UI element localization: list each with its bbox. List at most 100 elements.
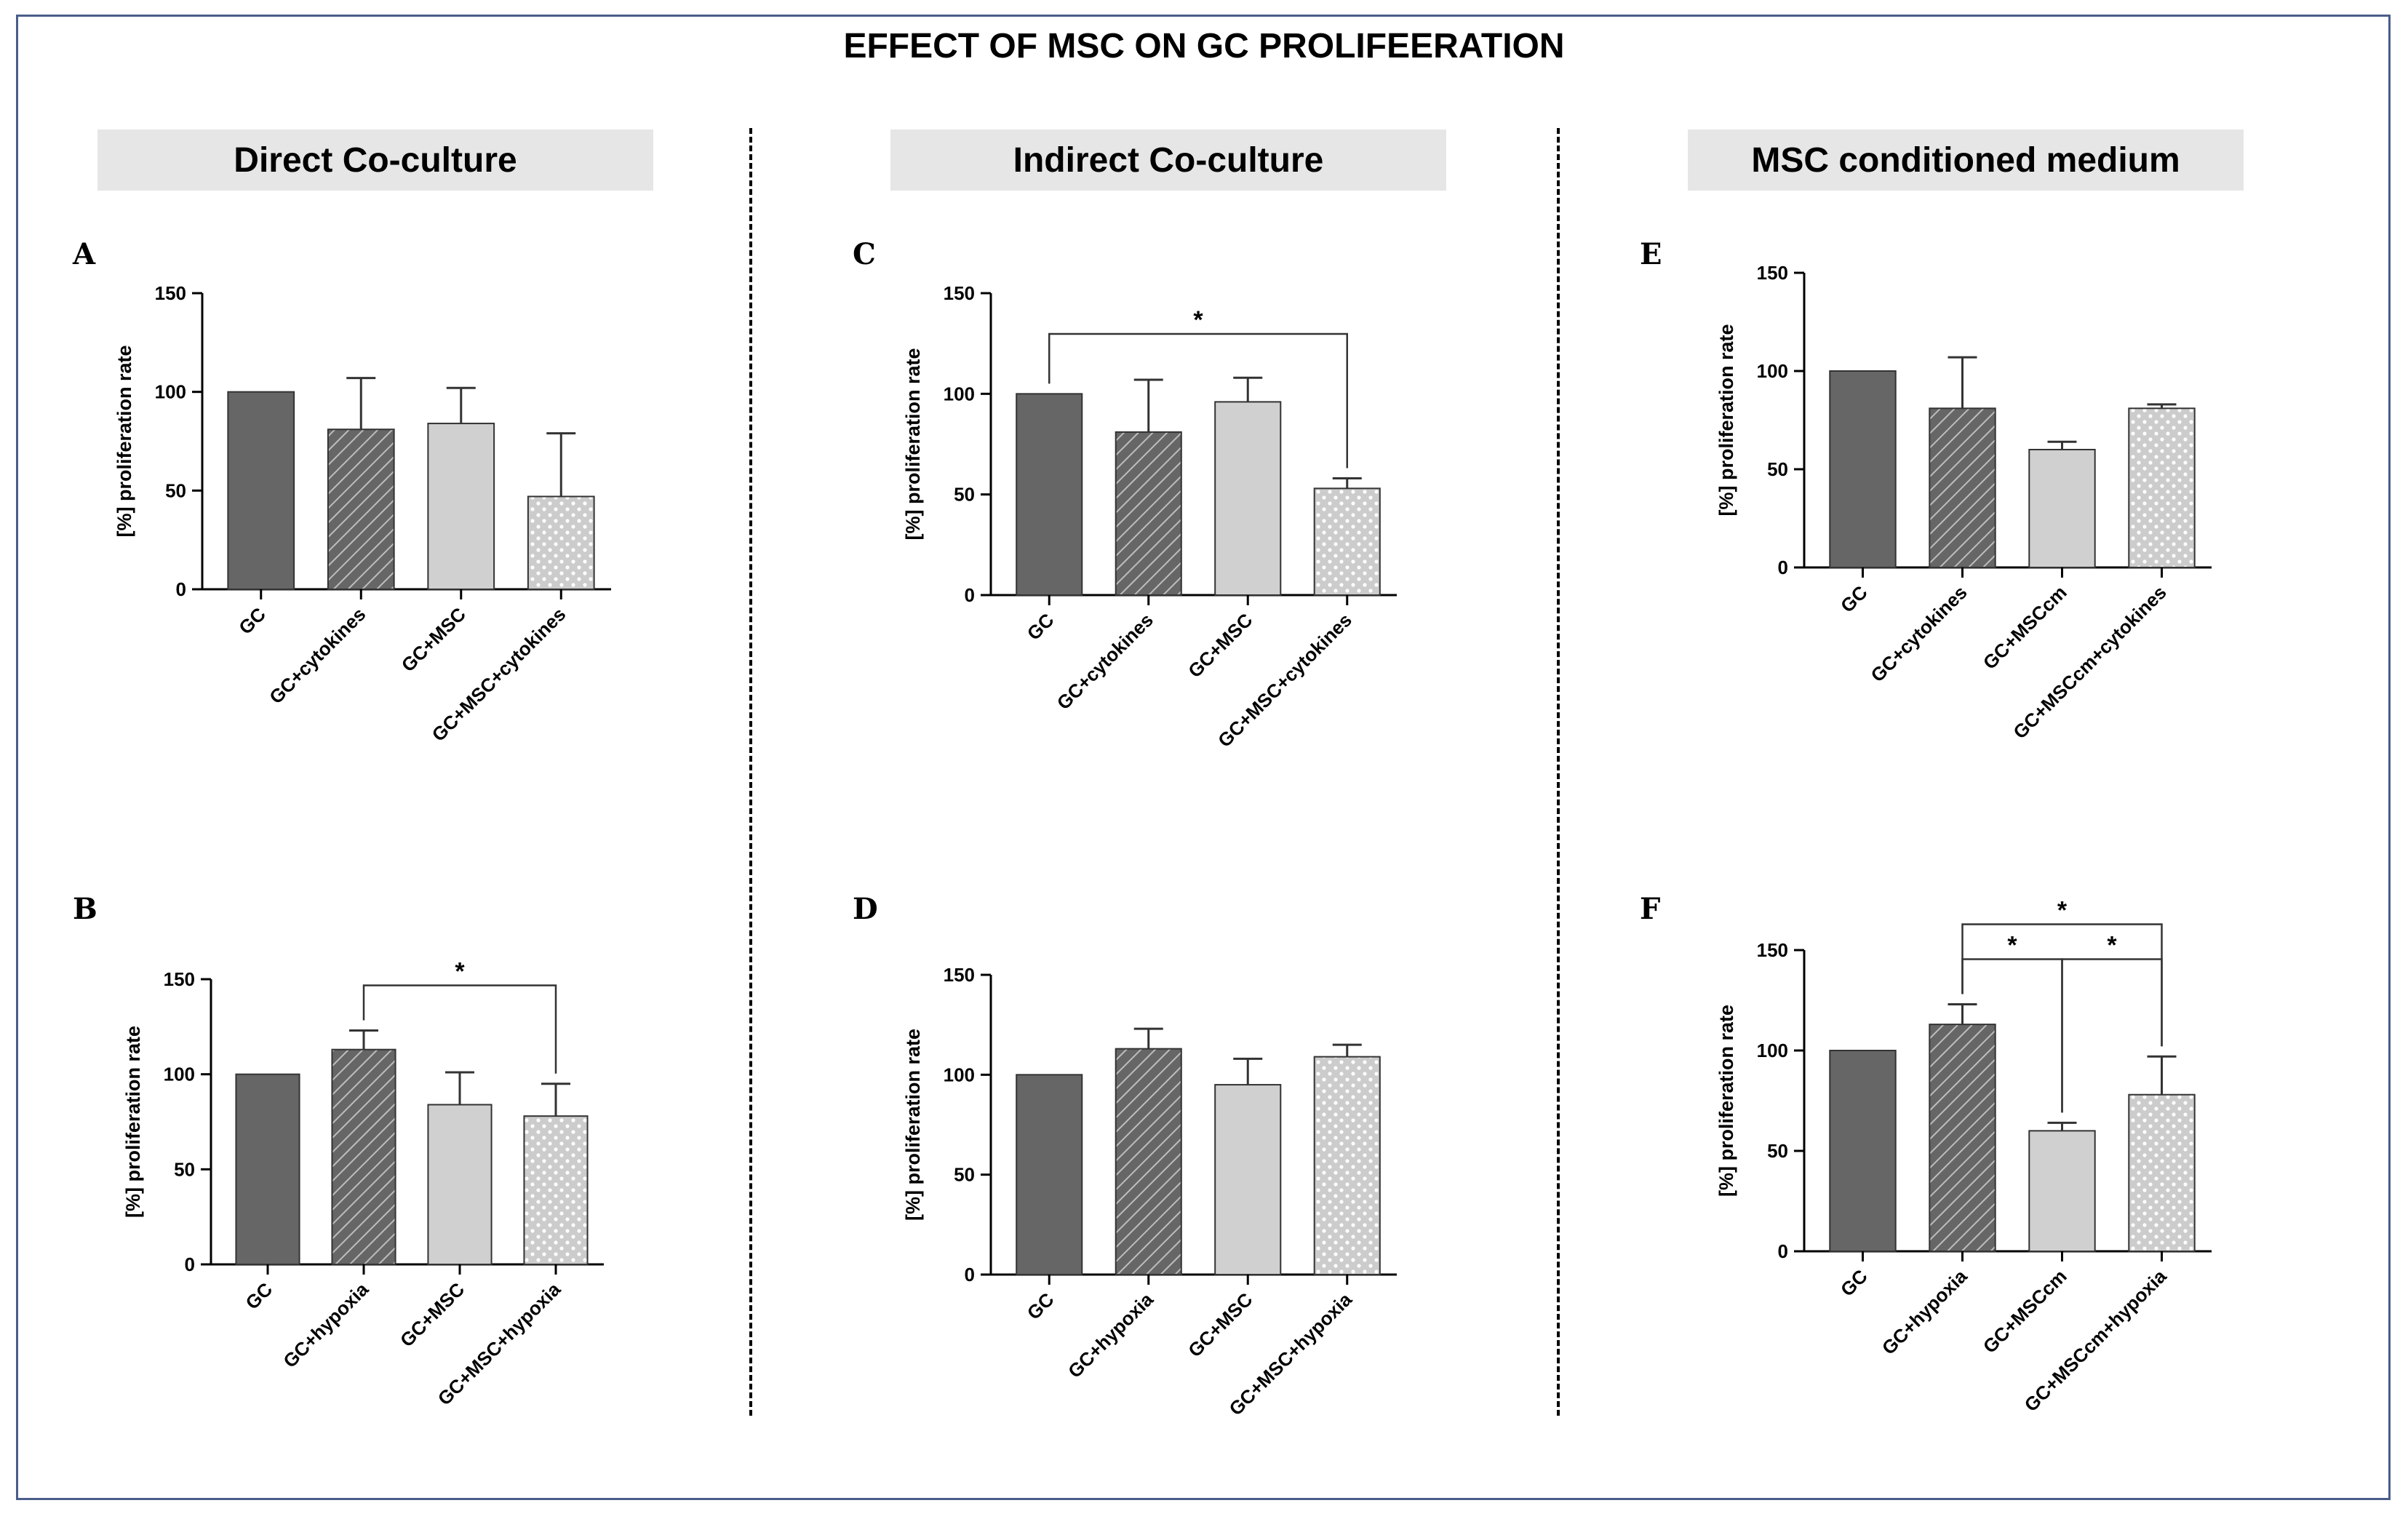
x-tick-label: GC bbox=[1023, 609, 1059, 645]
x-tick-label: GC+MSC bbox=[396, 1278, 469, 1352]
figure-frame bbox=[16, 15, 2391, 1500]
panel-letter-e: E bbox=[1640, 237, 1662, 271]
bar bbox=[427, 423, 495, 591]
panel-letter-f: F bbox=[1640, 892, 1661, 926]
panel-letter-c: C bbox=[853, 237, 876, 271]
y-tick-label: 50 bbox=[1767, 1140, 1788, 1162]
bar bbox=[2028, 1130, 2096, 1253]
y-tick-label: 100 bbox=[1757, 360, 1788, 382]
bar bbox=[2028, 449, 2096, 568]
chart-panel-d: 0 50 100 150 [%] proliferation rate GC GC+hypo… bbox=[902, 964, 1397, 1420]
y-tick-label: 0 bbox=[965, 1264, 975, 1285]
significance-label: * bbox=[2007, 932, 2017, 960]
bar bbox=[327, 428, 395, 590]
bar bbox=[1115, 431, 1182, 597]
x-tick-label: GC+cytokines bbox=[1866, 581, 1971, 686]
x-tick-label: GC+hypoxia bbox=[1878, 1265, 1972, 1359]
y-tick-label: 150 bbox=[1757, 939, 1788, 961]
bar bbox=[427, 1104, 493, 1265]
chart-panel-a: 0 50 100 150 [%] proliferation rate GCGC+cyto… bbox=[113, 282, 611, 746]
panel-letter-a: A bbox=[73, 237, 96, 271]
x-tick-label: GC bbox=[241, 1278, 276, 1314]
bar bbox=[2128, 1093, 2196, 1252]
bar bbox=[1829, 1050, 1897, 1252]
chart-panel-f: 0 50 100 150 [%] proliferation rate GC GC+hypo… bbox=[1715, 897, 2212, 1416]
y-tick-label: 100 bbox=[944, 1064, 975, 1085]
bar bbox=[523, 1115, 589, 1266]
x-tick-label: GC+MSC bbox=[1184, 1288, 1257, 1362]
bar bbox=[235, 1073, 300, 1265]
y-tick-label: 0 bbox=[176, 578, 186, 600]
chart-panel-c: 0 50 100 150 [%] proliferation rate GCGC+cyto… bbox=[902, 282, 1397, 751]
y-axis-label: [%] proliferation rate bbox=[113, 345, 135, 537]
column-header-conditioned: MSC conditioned medium bbox=[1688, 129, 2244, 191]
x-tick-label: GC+MSC bbox=[397, 603, 471, 677]
bar bbox=[1313, 1056, 1381, 1275]
bar bbox=[1929, 407, 1996, 568]
y-axis-label: [%] proliferation rate bbox=[1715, 324, 1737, 516]
y-tick-label: 50 bbox=[1767, 458, 1788, 480]
y-tick-label: 50 bbox=[174, 1158, 195, 1180]
bar bbox=[1929, 1024, 1996, 1252]
x-tick-label: GC bbox=[1836, 581, 1872, 617]
significance-label: * bbox=[455, 958, 465, 986]
significance-label: * bbox=[2107, 932, 2117, 960]
panel-letter-d: D bbox=[853, 892, 878, 926]
x-tick-label: GC bbox=[1023, 1288, 1059, 1324]
y-tick-label: 150 bbox=[944, 282, 975, 304]
significance-bracket bbox=[362, 984, 557, 1074]
x-tick-label: GC bbox=[1836, 1265, 1872, 1301]
y-axis-label: [%] proliferation rate bbox=[902, 348, 924, 540]
y-tick-label: 100 bbox=[944, 383, 975, 404]
column-header-indirect: Indirect Co-culture bbox=[890, 129, 1446, 191]
panel-letter-b: B bbox=[73, 892, 97, 926]
y-tick-label: 50 bbox=[165, 479, 186, 501]
y-tick-label: 150 bbox=[155, 282, 186, 304]
y-tick-label: 100 bbox=[1757, 1040, 1788, 1061]
x-tick-label: GC+hypoxia bbox=[279, 1278, 372, 1372]
significance-bracket bbox=[2061, 958, 2163, 1113]
bar bbox=[1115, 1048, 1182, 1276]
bar bbox=[1313, 487, 1381, 596]
y-tick-label: 100 bbox=[155, 381, 186, 403]
bar bbox=[527, 495, 595, 590]
y-tick-label: 50 bbox=[954, 484, 975, 506]
x-tick-label: GC+hypoxia bbox=[1064, 1288, 1157, 1382]
bar bbox=[331, 1048, 396, 1266]
column-divider-right bbox=[1557, 128, 1560, 1416]
y-tick-label: 0 bbox=[185, 1253, 195, 1275]
significance-label: * bbox=[2057, 897, 2068, 925]
y-tick-label: 150 bbox=[164, 968, 195, 990]
bar bbox=[2128, 407, 2196, 568]
y-tick-label: 0 bbox=[1778, 1240, 1788, 1262]
y-axis-label: [%] proliferation rate bbox=[1715, 1005, 1737, 1197]
y-tick-label: 50 bbox=[954, 1164, 975, 1186]
y-tick-label: 150 bbox=[1757, 262, 1788, 284]
column-header-direct: Direct Co-culture bbox=[97, 129, 653, 191]
bar bbox=[1214, 1084, 1282, 1275]
bar bbox=[1829, 370, 1897, 568]
x-tick-label: GC+MSC bbox=[1184, 609, 1257, 682]
x-tick-label: GC bbox=[234, 603, 270, 639]
chart-panel-b: 0 50 100 150 [%] proliferation rate GC GC+hypo… bbox=[122, 958, 604, 1410]
x-tick-label: GC+MSCcm bbox=[1979, 1265, 2071, 1357]
significance-label: * bbox=[1193, 306, 1203, 334]
y-tick-label: 150 bbox=[944, 964, 975, 986]
y-axis-label: [%] proliferation rate bbox=[122, 1026, 144, 1218]
y-tick-label: 100 bbox=[164, 1064, 195, 1085]
significance-bracket bbox=[1048, 332, 1348, 469]
significance-bracket bbox=[1961, 923, 2163, 1047]
column-divider-left bbox=[749, 128, 752, 1416]
bar bbox=[1016, 393, 1083, 596]
y-axis-label: [%] proliferation rate bbox=[902, 1029, 924, 1221]
bar bbox=[227, 391, 295, 591]
x-tick-label: GC+cytokines bbox=[1053, 609, 1157, 714]
x-tick-label: GC+MSCcm bbox=[1979, 581, 2071, 674]
y-tick-label: 0 bbox=[1778, 557, 1788, 578]
chart-panel-e: 0 50 100 150 [%] proliferation rate GCGC+cyto… bbox=[1715, 262, 2212, 743]
bar bbox=[1016, 1074, 1083, 1276]
bar bbox=[1214, 401, 1282, 597]
y-tick-label: 0 bbox=[965, 584, 975, 606]
x-tick-label: GC+cytokines bbox=[265, 603, 370, 708]
